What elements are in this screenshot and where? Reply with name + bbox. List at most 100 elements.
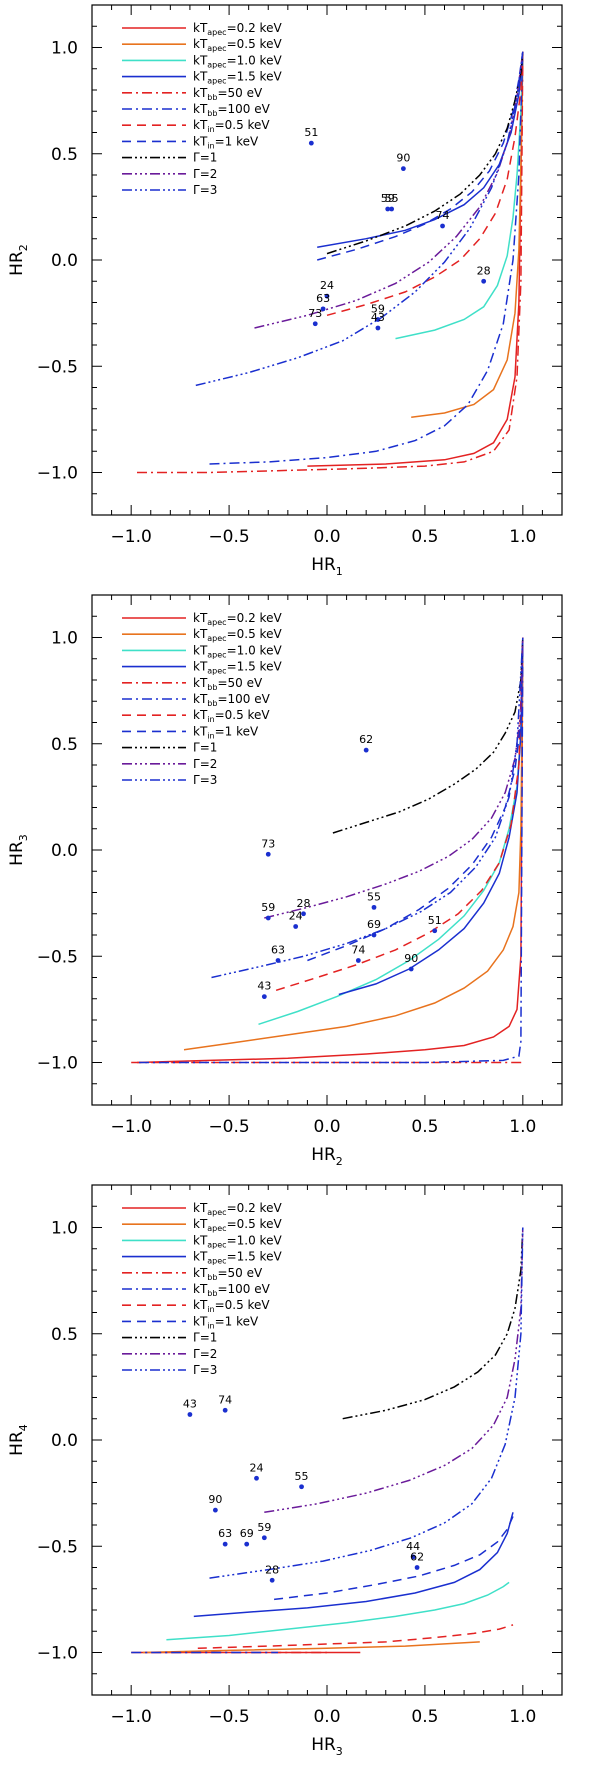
legend-entry: Γ=1 (193, 151, 217, 165)
data-point-label: 28 (477, 264, 491, 277)
plot-frame (91, 4, 563, 516)
data-point-label: 28 (297, 897, 311, 910)
data-point-label: 44 (406, 1540, 420, 1553)
data-point-label: 43 (183, 1398, 197, 1411)
y-tick-label: 0.5 (51, 1325, 78, 1345)
data-point (324, 293, 330, 299)
y-tick-label: −0.5 (37, 1537, 78, 1557)
series-line (209, 51, 524, 465)
data-point (212, 1507, 218, 1513)
series-line (264, 637, 524, 919)
data-point-label: 55 (367, 890, 381, 903)
data-point (265, 851, 271, 857)
legend-entry: kTbb=100 eV (193, 102, 271, 118)
series-line (338, 637, 524, 996)
legend-entry: kTapec=1.0 keV (193, 1233, 282, 1249)
series-line (209, 1227, 524, 1579)
y-tick-label: 0.0 (51, 251, 78, 271)
legend-entry: Γ=3 (193, 183, 217, 197)
series-line (166, 1581, 510, 1641)
x-tick-label: 0.0 (313, 1707, 340, 1727)
series-line (136, 637, 524, 1064)
legend-entry: kTapec=0.5 keV (193, 1217, 282, 1233)
series-group (131, 1227, 524, 1654)
legend-entry: kTbb=50 eV (193, 86, 263, 102)
data-point (408, 966, 414, 972)
data-point-label: 59 (257, 1521, 271, 1534)
series-line (317, 51, 524, 261)
legend-entry: Γ=3 (193, 1363, 217, 1377)
x-tick-label: 1.0 (509, 527, 536, 547)
legend-entry: kTapec=1.0 keV (193, 643, 282, 659)
data-point (320, 306, 326, 312)
series-line (264, 1227, 524, 1514)
series-line (139, 637, 524, 1064)
data-point-label: 24 (320, 279, 334, 292)
data-point (375, 317, 381, 322)
data-point-label: 24 (289, 910, 303, 923)
x-tick-label: −1.0 (111, 1707, 152, 1727)
data-point-label: 63 (316, 292, 330, 305)
series-line (211, 637, 524, 979)
data-point (275, 958, 281, 963)
x-tick-label: 1.0 (509, 1707, 536, 1727)
series-line (317, 51, 524, 249)
y-tick-label: −1.0 (37, 1054, 78, 1074)
x-tick-label: −1.0 (111, 527, 152, 547)
data-point (414, 1565, 420, 1570)
series-line (326, 51, 524, 317)
data-point-label: 63 (218, 1527, 232, 1540)
y-tick-label: 1.0 (51, 629, 78, 649)
hr2-hr3-chart: −1.0 −0.5 0.0 0.5 1.0 −1.0 −0.5 0.0 0.5 1.0 HR2 HR3… (7, 594, 563, 1168)
y-axis-label: HR2 (7, 244, 30, 276)
x-tick-label: −0.5 (208, 527, 249, 547)
data-point (261, 1535, 267, 1541)
legend-entry: kTapec=0.2 keV (193, 611, 282, 627)
series-line (395, 51, 524, 340)
series-line (254, 51, 524, 329)
legend-entry: kTbb=100 eV (193, 1282, 271, 1298)
y-tick-label: 1.0 (51, 1219, 78, 1239)
data-point (308, 140, 314, 146)
data-point-label: 90 (208, 1493, 222, 1506)
x-tick-label: −0.5 (208, 1117, 249, 1137)
y-axis-label: HR3 (7, 834, 30, 866)
legend-entry: kTin=0.5 keV (193, 118, 270, 134)
series-line (183, 637, 524, 1051)
data-point-label: 74 (218, 1393, 232, 1406)
data-point (363, 747, 369, 753)
data-point-label: 69 (240, 1527, 254, 1540)
legend-entry: kTapec=0.2 keV (193, 1201, 282, 1217)
data-point (222, 1407, 228, 1413)
series-line (342, 1227, 524, 1420)
legend-entry: kTapec=0.5 keV (193, 627, 282, 643)
x-axis-label: HR2 (311, 1145, 343, 1168)
data-point (222, 1541, 228, 1547)
x-tick-label: −1.0 (111, 1117, 152, 1137)
series-line (193, 1512, 514, 1618)
y-axis-label: HR4 (7, 1424, 30, 1456)
x-tick-label: −0.5 (208, 1707, 249, 1727)
x-tick-label: 0.0 (313, 527, 340, 547)
y-tick-label: 0.5 (51, 145, 78, 165)
data-point (389, 206, 395, 212)
y-tick-label: 0.5 (51, 735, 78, 755)
data-point-label: 69 (367, 918, 381, 931)
data-point-label: 59 (381, 192, 395, 205)
data-point-label: 43 (371, 311, 385, 324)
data-point (355, 958, 361, 963)
hr3-hr4-chart: −1.0 −0.5 0.0 0.5 1.0 −1.0 −0.5 0.0 0.5 1.0 HR3 HR4… (7, 1184, 563, 1758)
data-point (301, 911, 306, 917)
data-point (410, 1554, 416, 1560)
data-point (400, 166, 406, 172)
data-point-label: 59 (371, 303, 385, 316)
legend-entry: Γ=1 (193, 741, 217, 755)
data-point-label: 62 (359, 733, 373, 746)
y-tick-label: −1.0 (37, 1644, 78, 1664)
series-line (411, 51, 524, 419)
y-tick-label: 0.0 (51, 841, 78, 861)
x-tick-label: 0.5 (411, 1117, 438, 1137)
